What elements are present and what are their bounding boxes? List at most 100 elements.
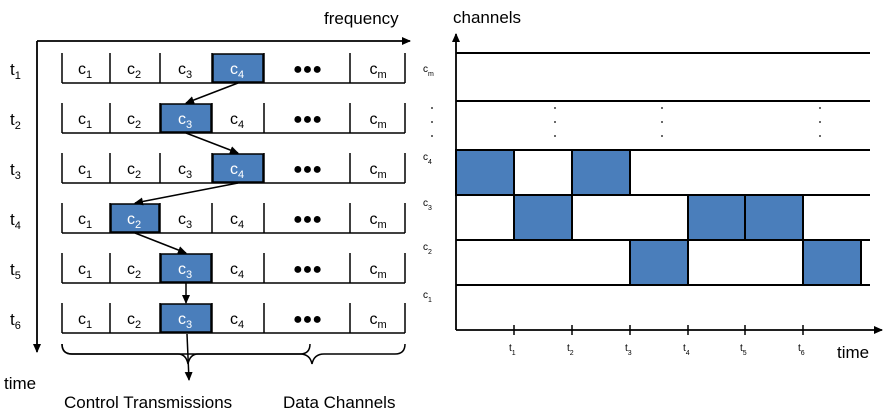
time-slot-label: t3 [10,160,21,182]
time-tick-label: t6 [798,343,805,357]
channel-cell-label: c4 [230,211,244,231]
channel-cell-label: cm [370,211,387,231]
channel-row: t5 c1 c2 c3 c4 ●●● cm [10,253,406,284]
channel-occupancy-block [455,149,515,196]
active-control-cell [212,53,264,83]
channel-cell-label: c3 [178,161,192,181]
channel-cell-label: ●●● [293,211,322,228]
ellipsis-dot [661,135,663,137]
hop-arrow [185,132,239,154]
channel-occupancy-block [513,194,573,241]
channel-cell-label: ●●● [293,161,322,178]
channel-axis-label: c4 [423,152,432,166]
channel-cell-label: c4 [230,61,244,81]
ellipsis-dot [554,121,556,123]
channel-cell-label: c3 [178,61,192,81]
time-tick-label: t4 [683,343,690,357]
hop-arrow [134,232,187,254]
time-slot-label: t4 [10,210,21,232]
time-tick-label: t3 [625,343,632,357]
channel-row: t2 c1 c2 c3 c4 ●●● cm [10,103,406,134]
channel-row: t6 c1 c2 c3 c4 ●●● cm [10,303,406,334]
channel-cell-label: cm [370,261,387,281]
channel-cell-label: ●●● [293,61,322,78]
ellipsis-dot [554,135,556,137]
channel-cell-label: c2 [127,261,141,281]
ellipsis-dot [554,107,556,109]
channel-cell-label: c3 [178,111,192,131]
ellipsis-dot [431,121,433,123]
channel-cell-label: ●●● [293,261,322,278]
time-tick-label: t2 [567,343,574,357]
channels-label: channels [453,8,521,27]
ellipsis-dot [431,107,433,109]
channel-cell-label: ●●● [293,311,322,328]
channel-cell-label: c4 [230,311,244,331]
channel-rows: t1 c1 c2 c3 c4 ●●● cm t2 c1 c2 c3 c4 ●●● cm t3 c1 c2 c3 c4… [10,53,406,334]
channel-cell-label: cm [370,311,387,331]
channel-cell-label: c1 [78,211,92,231]
channel-cell-label: c4 [230,161,244,181]
active-control-cell [160,253,212,283]
ellipsis-dot [819,121,821,123]
channel-cell-label: c2 [127,161,141,181]
channel-cell-label: c2 [127,61,141,81]
channel-axis-label: c3 [423,198,432,212]
time-slot-label: t1 [10,60,21,82]
control-arrow [184,333,193,381]
time-slot-label: t2 [10,110,21,132]
channel-row: t1 c1 c2 c3 c4 ●●● cm [10,53,406,84]
time-slot-label: t6 [10,310,21,332]
active-control-cell [160,303,212,333]
data-label: Data Channels [283,393,395,412]
channel-cell-label: c1 [78,61,92,81]
hop-arrow [134,182,239,206]
channel-row: t3 c1 c2 c3 c4 ●●● cm [10,153,406,184]
channel-cell-label: c1 [78,161,92,181]
frequency-label: frequency [324,9,399,28]
channel-occupancy-block [687,194,746,241]
active-control-cell [110,203,160,233]
channel-cell-label: cm [370,61,387,81]
channel-occupancy-block [744,194,804,241]
channel-row: t4 c1 c2 c3 c4 ●●● cm [10,203,406,234]
channel-cell-label: c1 [78,261,92,281]
time-tick-label: t5 [740,343,747,357]
time-label: time [4,374,36,393]
channel-cell-label: c1 [78,311,92,331]
channel-axis-label: c2 [423,242,432,256]
channel-cell-label: c2 [127,111,141,131]
channel-cell-label: c4 [230,111,244,131]
ellipsis-dot [819,135,821,137]
channel-occupancy-block [571,149,631,196]
channel-occupancy-block [802,239,862,286]
data-brace [310,344,370,354]
active-control-cell [160,103,212,133]
channel-cell-label: c2 [127,211,141,231]
time-right-label: time [837,343,869,362]
channel-cell-label: cm [370,111,387,131]
ellipsis-dot [431,135,433,137]
schedule-chart: cm c4 c3 c2 c1 t1 t2 t3 t4 t5 t6 [423,52,870,357]
ellipsis-dot [819,107,821,109]
channel-cell-label: c2 [127,311,141,331]
time-slot-label: t5 [10,260,21,282]
channel-axis-label: cm [423,64,434,78]
active-control-cell [212,153,264,183]
channel-axis-label: c1 [423,290,432,304]
channel-cell-label: c1 [78,111,92,131]
channel-cell-label: c3 [178,311,192,331]
time-tick-label: t1 [509,343,516,357]
data-channels-brace [61,343,406,365]
channel-cell-label: c4 [230,261,244,281]
channel-cell-label: cm [370,161,387,181]
hop-arrow [185,82,239,104]
channel-cell-label: ●●● [293,111,322,128]
ellipsis-dot [661,121,663,123]
control-label: Control Transmissions [64,393,232,412]
ellipsis-dot [661,107,663,109]
hopping-arrows [134,82,239,304]
channel-cell-label: c3 [178,261,192,281]
channel-cell-label: c3 [178,211,192,231]
